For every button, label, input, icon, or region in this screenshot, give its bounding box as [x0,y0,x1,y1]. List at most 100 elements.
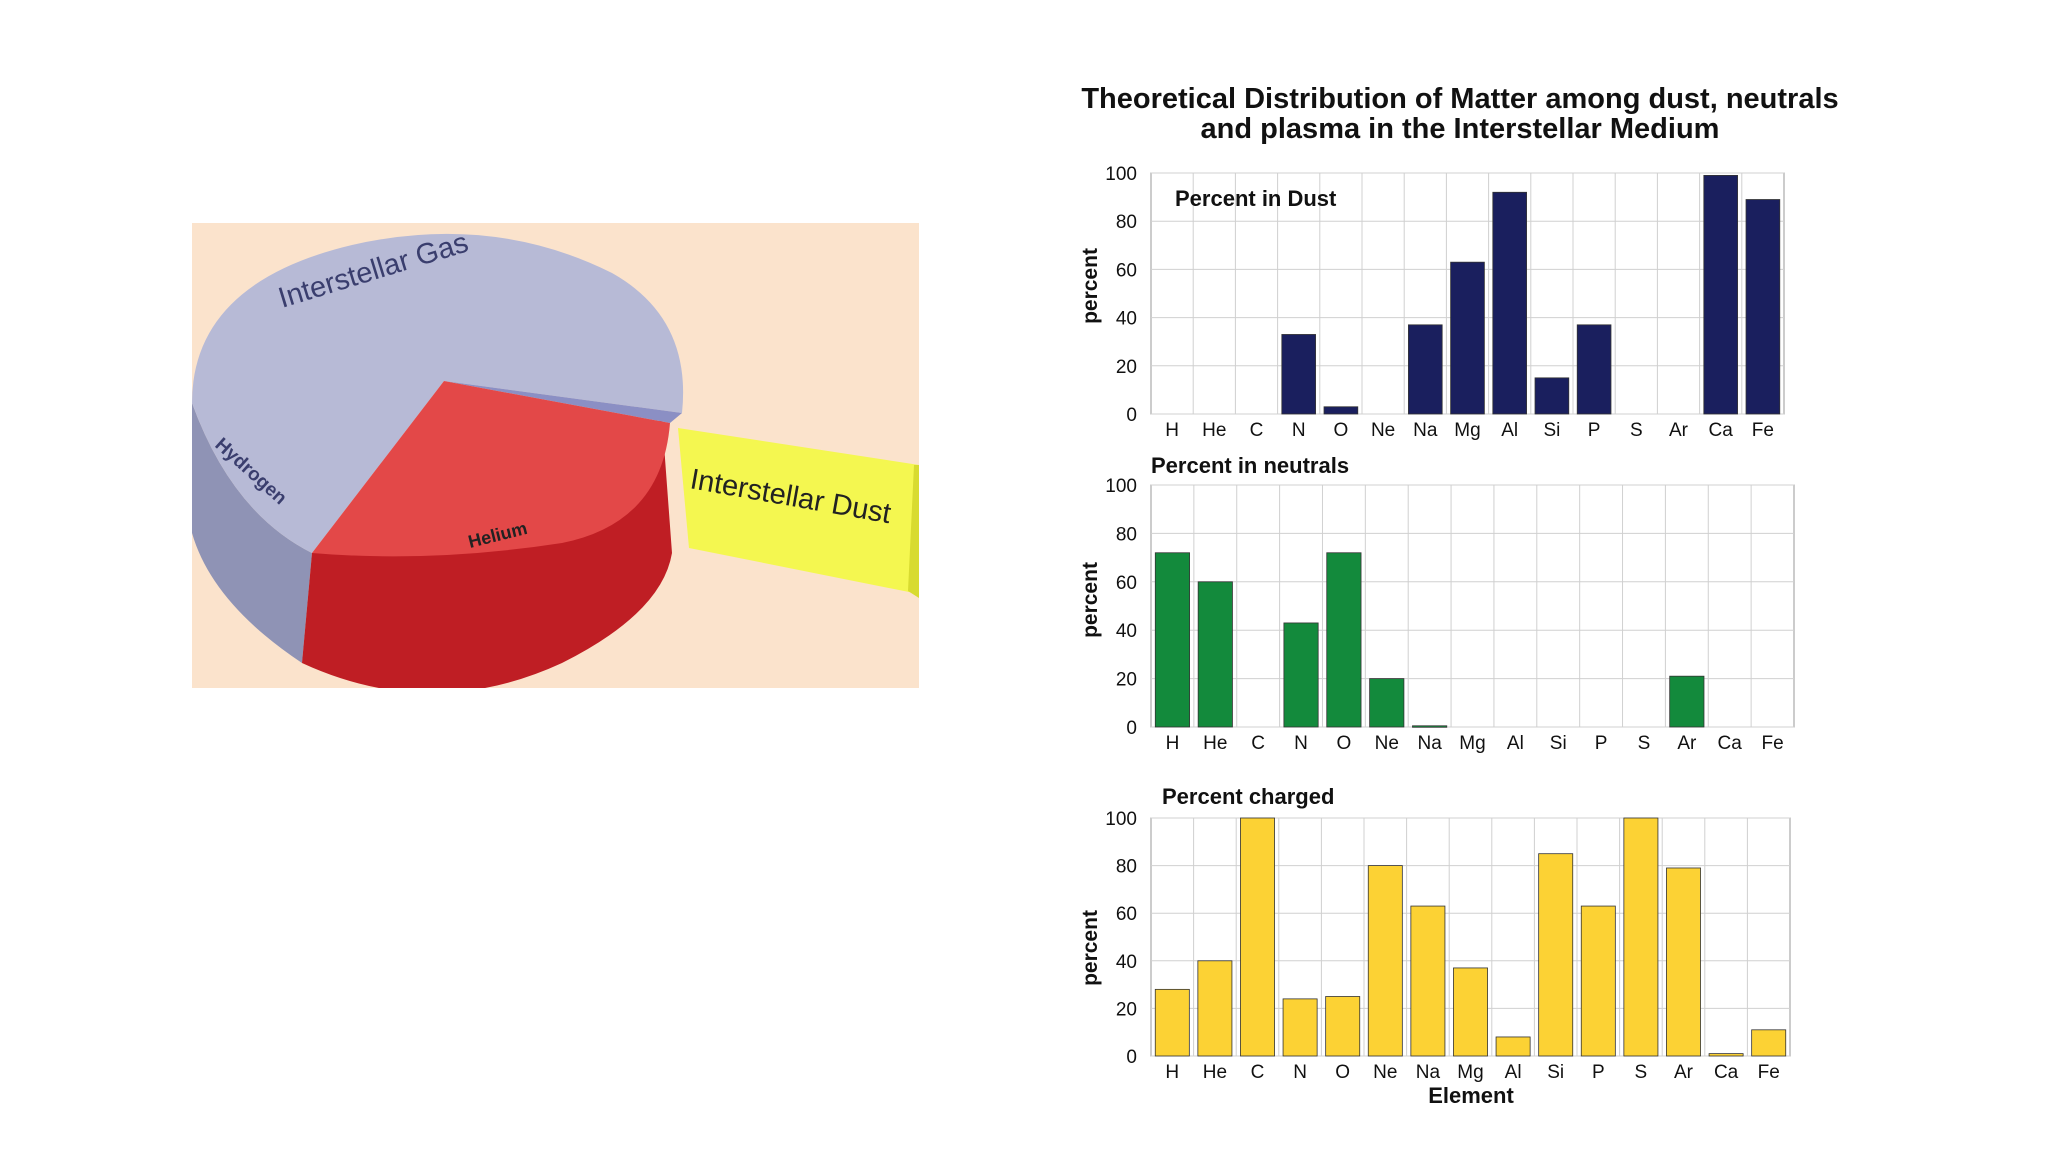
bar-al [1495,1036,1531,1057]
bar-mg [1453,967,1488,1057]
x-tick-label: O [1334,420,1349,441]
y-tick-label: 80 [1116,857,1137,878]
y-tick-label: 40 [1116,309,1137,330]
x-tick-label: H [1165,420,1179,441]
bar-fe [1745,199,1781,415]
pie-slice-gap [444,381,682,423]
x-tick-label: O [1335,1062,1350,1083]
bar-ar [1666,867,1701,1057]
x-tick-label: P [1595,733,1608,754]
subplot-title: Percent in neutrals [1151,453,1349,478]
bar-ar [1669,675,1705,728]
bar-h [1154,988,1190,1057]
y-tick-label: 0 [1126,718,1137,739]
x-tick-label: P [1592,1062,1605,1083]
y-tick-label: 0 [1126,405,1137,426]
x-tick-label: H [1166,733,1180,754]
bar-n [1283,622,1319,728]
x-tick-label: Al [1507,733,1524,754]
y-tick-label: 60 [1116,904,1137,925]
x-tick-label: He [1203,733,1227,754]
y-tick-label: 20 [1116,999,1137,1020]
bar-si [1538,853,1574,1057]
bar-o [1323,406,1359,415]
bar-he [1197,960,1233,1057]
x-tick-label: Ca [1709,420,1734,441]
x-tick-label: Ca [1718,733,1743,754]
bar-s [1623,817,1659,1057]
x-tick-label: Al [1505,1062,1522,1083]
chart-title-line-1: Theoretical Distribution of Matter among… [1081,83,1839,115]
x-axis-label: Element [1428,1083,1514,1108]
subplot-title: Percent charged [1162,784,1334,809]
pie-slice-dust-edge [908,465,919,598]
x-tick-label: O [1337,733,1352,754]
y-tick-label: 100 [1105,809,1137,830]
pie-slice-helium [312,381,670,557]
bar-fe [1751,1029,1787,1057]
bar-p [1576,324,1612,415]
x-tick-label: S [1635,1062,1648,1083]
bar-he [1197,581,1233,728]
bar-ne [1367,865,1403,1057]
x-tick-label: Fe [1752,420,1774,441]
x-tick-label: C [1251,1062,1265,1083]
y-tick-label: 60 [1116,260,1137,281]
neutrals-chart: 0 20 40 60 80 100 H He C N O Ne Na Mg Al Si P S Ar Ca Fe Perc… [1079,453,1795,754]
bar-n [1281,334,1316,415]
y-tick-label: 40 [1116,621,1137,642]
bar-ne [1369,678,1405,728]
x-tick-label: He [1202,420,1226,441]
bar-h [1154,552,1190,728]
bar-p [1580,905,1616,1057]
x-tick-label: Ca [1714,1062,1739,1083]
pie-side-helium [302,418,672,688]
x-tick-label: S [1630,420,1643,441]
y-axis-label: percent [1079,248,1102,324]
bar-al [1492,191,1527,415]
bar-na [1410,905,1446,1057]
x-tick-label: N [1294,733,1308,754]
x-tick-label: N [1293,1062,1307,1083]
bar-o [1326,552,1362,728]
x-tick-label: Ne [1373,1062,1397,1083]
dust-chart: 0 20 40 60 80 100 H He C N O Ne Na Mg Al Si P S Ar Ca Fe Perc… [1079,164,1785,441]
y-tick-label: 20 [1116,357,1137,378]
x-tick-label: P [1588,420,1601,441]
bar-ca [1708,1053,1744,1057]
x-tick-label: Fe [1761,733,1783,754]
x-tick-label: Ar [1669,420,1689,441]
x-tick-label: Ar [1674,1062,1694,1083]
x-tick-label: Si [1550,733,1567,754]
y-tick-label: 60 [1116,573,1137,594]
subplot-title: Percent in Dust [1175,186,1337,211]
x-tick-label: Na [1413,420,1438,441]
bar-si [1534,377,1570,415]
x-tick-label: Na [1416,1062,1441,1083]
x-tick-label: Mg [1454,420,1480,441]
bar-na [1412,725,1448,728]
x-tick-label: He [1203,1062,1227,1083]
charged-chart: 0 20 40 60 80 100 H He C N O Ne Na Mg Al Si P S Ar Ca Fe Perc… [1079,784,1791,1083]
bar-mg [1450,261,1485,415]
bar-ca [1703,175,1738,415]
x-tick-label: Fe [1758,1062,1780,1083]
pie-slice-gas [192,233,684,553]
x-tick-label: Si [1543,420,1560,441]
y-tick-label: 80 [1116,524,1137,545]
chart-title: Theoretical Distribution of Matter among… [1000,84,1920,144]
y-tick-label: 100 [1105,164,1137,185]
x-tick-label: Ar [1677,733,1697,754]
x-tick-label: S [1638,733,1651,754]
y-axis-label: percent [1079,910,1102,986]
x-tick-label: Mg [1457,1062,1483,1083]
x-tick-label: C [1250,420,1264,441]
bar-o [1325,996,1361,1057]
y-axis-label: percent [1079,562,1102,638]
x-tick-label: Mg [1459,733,1485,754]
y-tick-label: 40 [1116,952,1137,973]
bar-n [1282,998,1318,1057]
pie-side-gas [192,403,312,663]
x-tick-label: C [1251,733,1265,754]
x-tick-label: Ne [1375,733,1399,754]
